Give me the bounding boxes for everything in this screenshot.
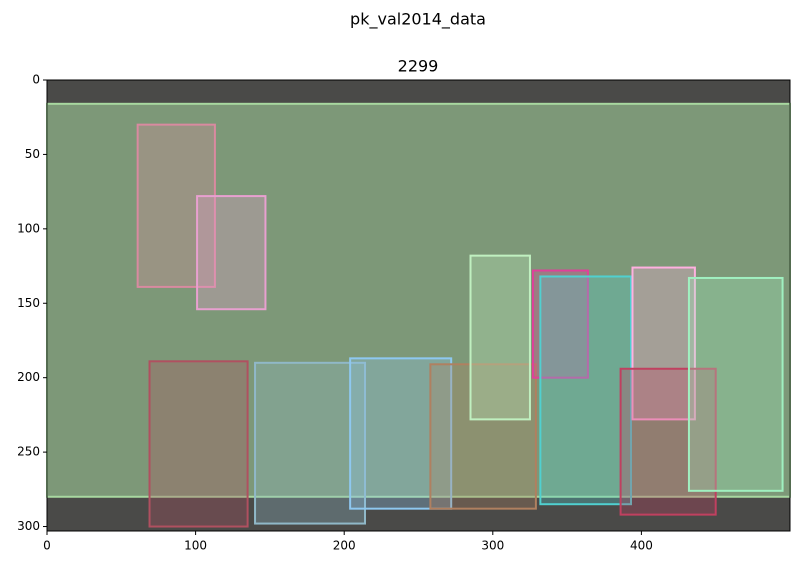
box-fill <box>254 361 367 525</box>
x-tick-label: 100 <box>184 539 207 553</box>
y-tick-label: 0 <box>32 73 40 87</box>
box-fill <box>148 360 249 528</box>
y-tick-label: 150 <box>17 296 40 310</box>
x-tick-label: 300 <box>481 539 504 553</box>
y-tick-label: 250 <box>17 445 40 459</box>
axes-frame <box>46 79 791 532</box>
title: 2299 <box>398 57 439 76</box>
box-fill <box>539 275 632 506</box>
y-tick-label: 300 <box>17 519 40 533</box>
y-tick-label: 50 <box>25 147 40 161</box>
box-fill <box>429 363 537 510</box>
box-fill <box>619 367 717 516</box>
suptitle: pk_val2014_data <box>350 10 486 30</box>
box-fill <box>349 357 453 510</box>
box-fill <box>531 269 589 379</box>
x-tick-label: 200 <box>333 539 356 553</box>
segment-region <box>46 102 791 498</box>
box-fill <box>687 276 784 492</box>
box-fill <box>631 266 696 421</box>
y-tick-label: 100 <box>17 221 40 235</box>
box-fill <box>136 123 216 288</box>
x-tick-label: 400 <box>630 539 653 553</box>
y-tick-label: 200 <box>17 370 40 384</box>
box-fill <box>469 254 531 421</box>
box-fill <box>196 195 267 311</box>
x-tick-label: 0 <box>43 539 51 553</box>
